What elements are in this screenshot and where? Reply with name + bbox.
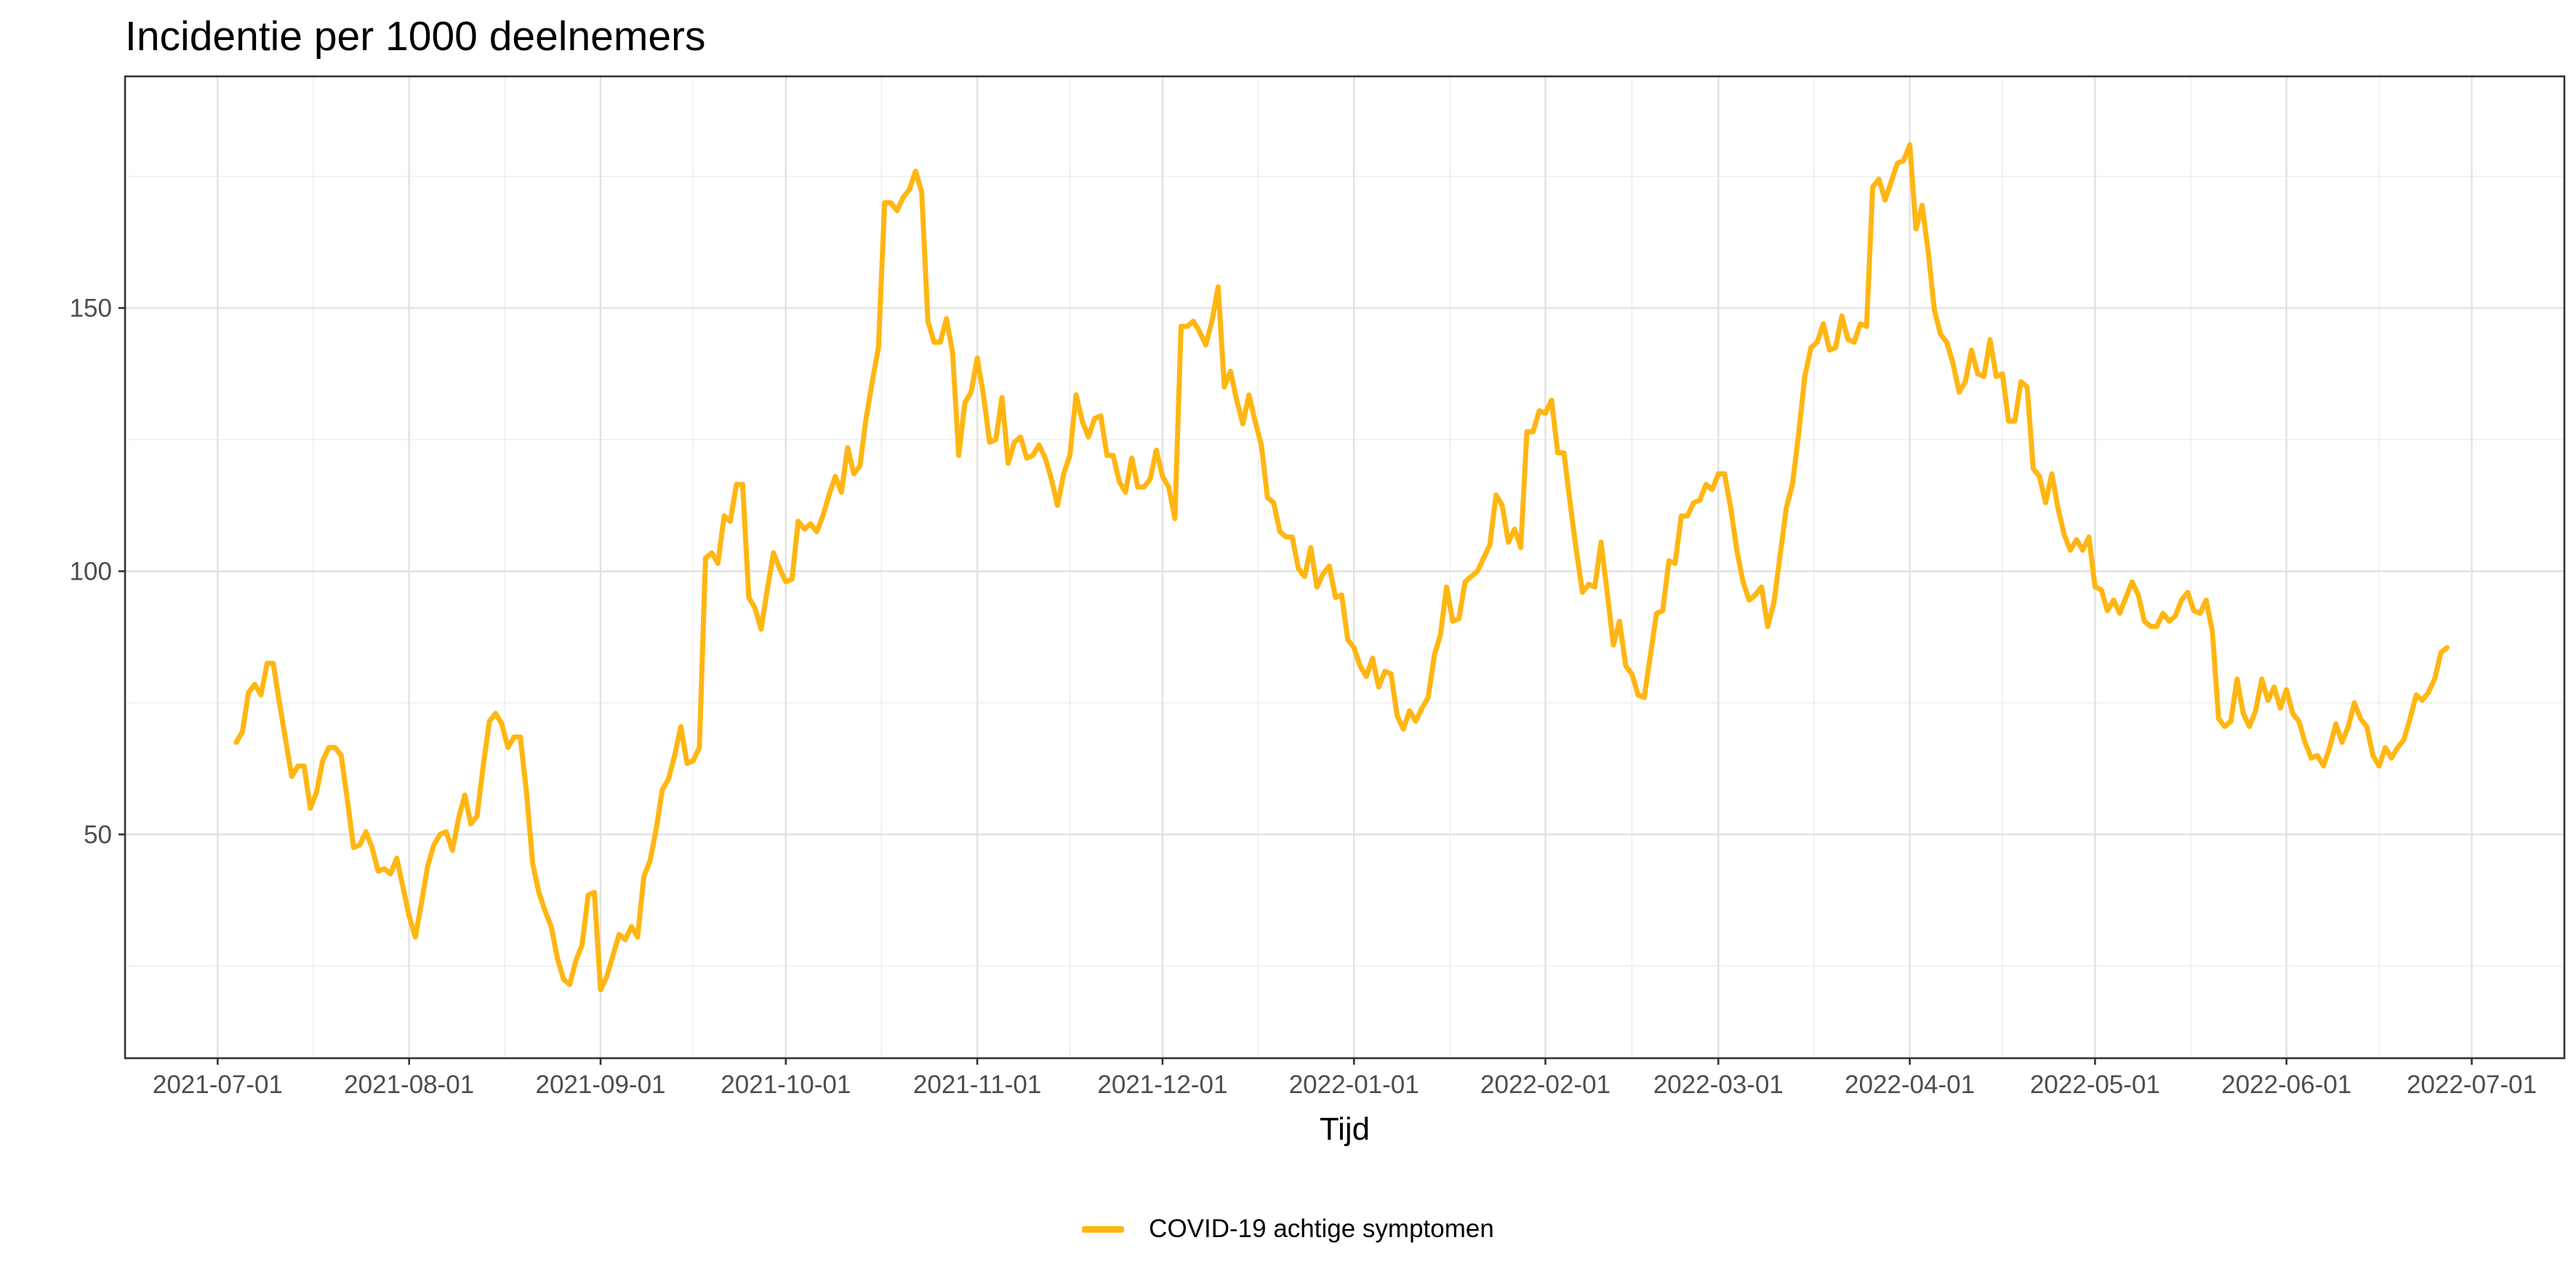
series-layer: [233, 142, 2450, 993]
major-gridlines: [125, 76, 2564, 1058]
x-tick-label: 2022-05-01: [2030, 1071, 2160, 1099]
x-axis: 2021-07-01 2021-08-01 2021-09-01 2021-10-01…: [153, 1058, 2537, 1099]
y-tick-label: 150: [70, 294, 112, 322]
x-tick-label: 2022-06-01: [2221, 1071, 2351, 1099]
x-tick-label: 2022-07-01: [2407, 1071, 2537, 1099]
plot-area: [125, 76, 2564, 1058]
legend: COVID-19 achtige symptomen: [0, 1207, 2576, 1251]
x-tick-label: 2021-08-01: [344, 1071, 474, 1099]
y-tick-label: 100: [70, 557, 112, 585]
plot-border: [124, 75, 2566, 1060]
x-tick-label: 2021-10-01: [721, 1071, 851, 1099]
x-axis-title: Tijd: [1320, 1111, 1370, 1147]
series-line-0: [233, 142, 2450, 993]
x-tick-label: 2022-01-01: [1289, 1071, 1419, 1099]
x-tick-label: 2021-07-01: [153, 1071, 283, 1099]
legend-label-covid: COVID-19 achtige symptomen: [1149, 1215, 1494, 1243]
x-tick-label: 2021-11-01: [913, 1071, 1041, 1099]
legend-key-covid-line: [1082, 1225, 1125, 1233]
x-tick-label: 2021-09-01: [535, 1071, 665, 1099]
x-tick-label: 2021-12-01: [1097, 1071, 1227, 1099]
chart-title: Incidentie per 1000 deelnemers: [125, 13, 706, 60]
x-tick-label: 2022-03-01: [1653, 1071, 1783, 1099]
y-tick-label: 50: [84, 820, 112, 849]
x-tick-label: 2022-04-01: [1845, 1071, 1975, 1099]
y-axis: 50 100 150: [70, 294, 125, 849]
x-tick-label: 2022-02-01: [1480, 1071, 1610, 1099]
